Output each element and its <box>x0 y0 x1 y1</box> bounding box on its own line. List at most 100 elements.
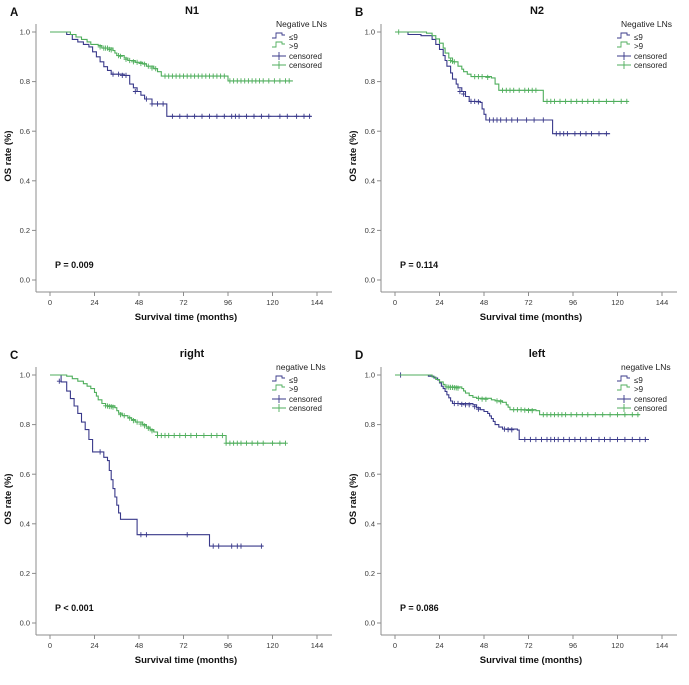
x-tick-label: 96 <box>224 298 232 307</box>
legend-entry-label: ≤9 <box>634 376 643 385</box>
x-tick-label: 144 <box>656 298 669 307</box>
y-tick-label: 0.6 <box>365 127 375 136</box>
x-tick-label: 120 <box>266 298 279 307</box>
y-axis-label: OS rate (%) <box>348 473 359 524</box>
p-value-label: P = 0.009 <box>55 260 94 270</box>
series-curve-le9 <box>50 374 264 547</box>
legend-entry-label: censored <box>634 395 667 404</box>
series-curve-le9 <box>50 31 312 117</box>
y-axis-label: OS rate (%) <box>348 130 359 181</box>
x-tick-label: 72 <box>179 298 187 307</box>
series-curve-gt9 <box>50 31 293 82</box>
y-tick-label: 0.6 <box>20 470 30 479</box>
y-tick-label: 0.8 <box>20 420 30 429</box>
censor-marks-gt9 <box>103 403 288 446</box>
censor-marks-gt9 <box>444 384 641 418</box>
censor-plus-icon <box>272 61 286 69</box>
p-value-label: P = 0.114 <box>400 260 438 270</box>
series-curve-le9 <box>395 374 649 441</box>
survival-chart-a: A N1 0.0 0.2 0.4 0.6 0.8 1.0 0 24 48 72 96 120 144 Surv… <box>3 5 332 323</box>
x-tick-label: 120 <box>611 298 624 307</box>
censor-marks-le9 <box>398 372 648 443</box>
axes-frame <box>380 24 677 293</box>
y-tick-label: 0.6 <box>20 127 30 136</box>
x-tick-label: 0 <box>48 298 52 307</box>
y-tick-label: 0.4 <box>20 176 30 185</box>
x-tick-label: 24 <box>90 641 98 650</box>
legend-entry-label: >9 <box>634 42 644 51</box>
x-tick-label: 48 <box>135 298 143 307</box>
step-line-icon <box>617 32 630 39</box>
x-tick-label: 120 <box>266 641 279 650</box>
x-tick-label: 96 <box>569 641 577 650</box>
y-tick-label: 1.0 <box>365 28 375 37</box>
panel-title: right <box>180 348 205 360</box>
panel-letter: B <box>355 7 363 19</box>
p-value-label: P = 0.086 <box>400 603 439 613</box>
x-tick-label: 144 <box>311 298 324 307</box>
x-tick-label: 48 <box>135 641 143 650</box>
series-curve-gt9 <box>50 374 286 444</box>
legend-entry-label: censored <box>289 404 322 413</box>
censor-plus-icon <box>617 52 631 60</box>
x-tick-label: 0 <box>393 298 397 307</box>
x-tick-label: 24 <box>435 641 443 650</box>
panel-letter: A <box>10 7 18 19</box>
x-axis-label: Survival time (months) <box>480 655 582 666</box>
step-line-icon <box>617 41 630 48</box>
step-line-icon <box>272 41 285 48</box>
legend-title: negative LNs <box>276 362 326 372</box>
y-tick-label: 0.4 <box>20 519 30 528</box>
y-tick-label: 0.8 <box>20 77 30 86</box>
legend-entry-label: ≤9 <box>634 33 643 42</box>
legend-entry-label: ≤9 <box>289 376 298 385</box>
censor-marks-gt9 <box>97 44 292 84</box>
step-line-icon <box>617 375 630 382</box>
y-tick-label: 0.0 <box>365 276 375 285</box>
axes-frame <box>380 367 677 636</box>
x-tick-label: 48 <box>480 298 488 307</box>
x-tick-label: 72 <box>524 298 532 307</box>
y-tick-label: 0.2 <box>365 569 375 578</box>
censor-marks-le9 <box>457 88 609 137</box>
x-axis-label: Survival time (months) <box>480 312 582 323</box>
panel-letter: D <box>355 350 363 362</box>
y-tick-label: 0.8 <box>365 420 375 429</box>
panel-letter: C <box>10 350 18 362</box>
y-tick-label: 0.6 <box>365 470 375 479</box>
legend-entry-label: >9 <box>289 42 299 51</box>
panel-title: N1 <box>185 5 199 17</box>
y-tick-label: 0.2 <box>20 226 30 235</box>
y-tick-label: 0.4 <box>365 176 375 185</box>
legend-title: Negative LNs <box>276 19 327 29</box>
x-tick-label: 120 <box>611 641 624 650</box>
series-curve-gt9 <box>395 374 640 416</box>
y-axis-label: OS rate (%) <box>3 130 14 181</box>
x-tick-label: 0 <box>48 641 52 650</box>
y-tick-label: 0.8 <box>365 77 375 86</box>
x-tick-label: 96 <box>224 641 232 650</box>
x-axis-label: Survival time (months) <box>135 312 237 323</box>
legend-title: Negative LNs <box>621 19 672 29</box>
censor-plus-icon <box>272 404 286 412</box>
censor-marks-le9 <box>110 71 312 119</box>
series-curve-gt9 <box>395 31 629 102</box>
x-tick-label: 24 <box>90 298 98 307</box>
x-tick-label: 96 <box>569 298 577 307</box>
step-line-icon <box>272 375 285 382</box>
panel-title: left <box>529 348 546 360</box>
legend-entry-label: ≤9 <box>289 33 298 42</box>
y-axis-label: OS rate (%) <box>3 473 14 524</box>
legend-entry-label: censored <box>634 52 667 61</box>
panel-b: B N2 0.0 0.2 0.4 0.6 0.8 1.0 0 24 48 72 96 120 144 Surv… <box>345 0 689 343</box>
legend-entry-label: censored <box>289 395 322 404</box>
x-tick-label: 24 <box>435 298 443 307</box>
x-tick-label: 144 <box>311 641 324 650</box>
